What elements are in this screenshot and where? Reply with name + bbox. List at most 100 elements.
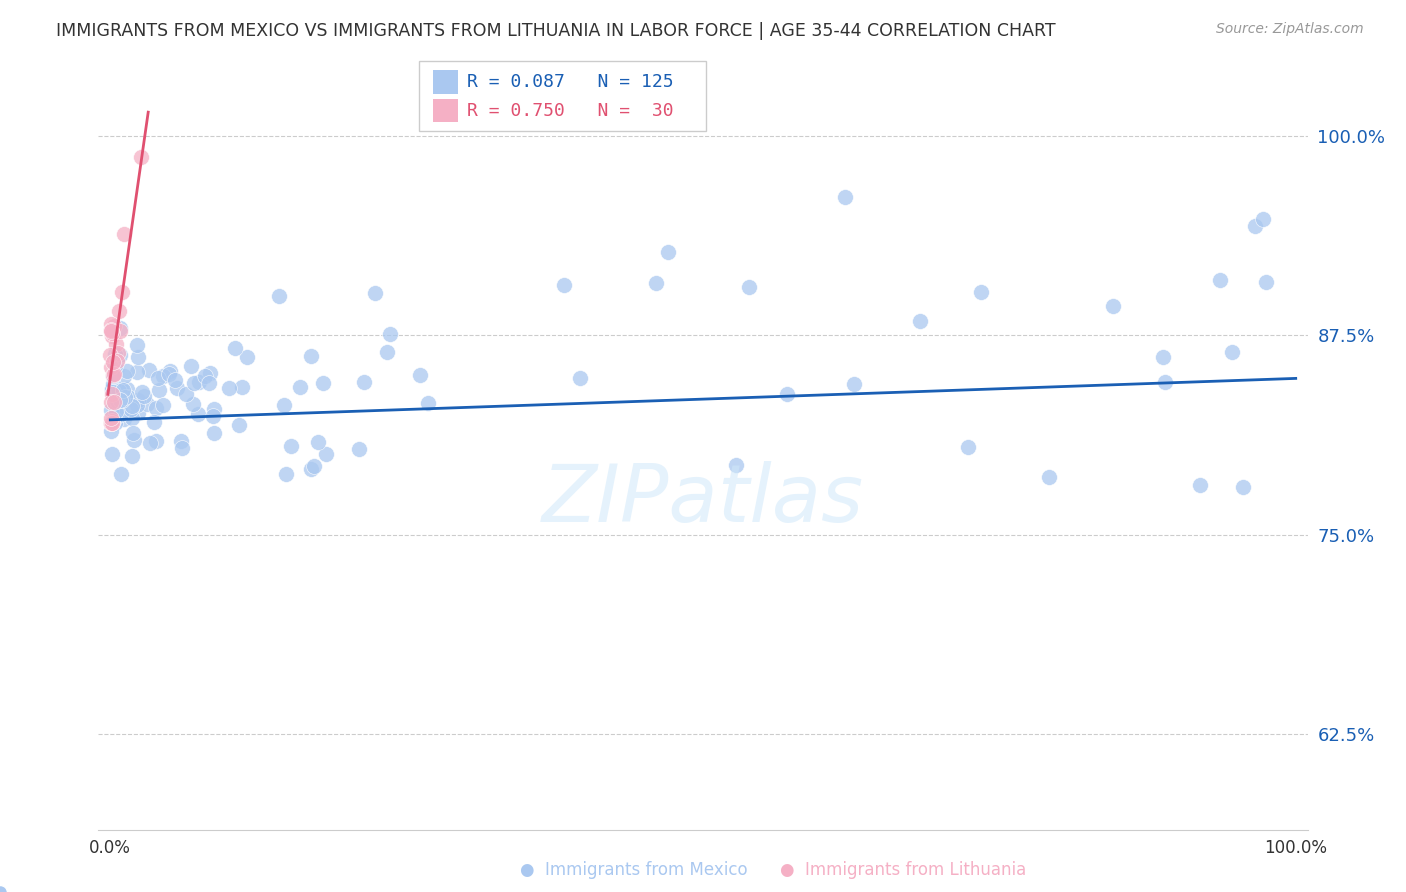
Point — [100, 382, 122, 396]
Point — [100, 416, 122, 430]
Point — [100, 416, 122, 430]
Point — [143, 415, 166, 429]
Point — [224, 341, 246, 355]
Point — [159, 364, 181, 378]
Point — [165, 373, 187, 387]
Point — [105, 394, 128, 409]
Point — [776, 386, 799, 401]
Point — [100, 424, 122, 438]
Point — [299, 462, 322, 476]
Point — [842, 376, 865, 391]
Point — [139, 436, 162, 450]
Point — [115, 382, 138, 396]
Point — [409, 368, 432, 382]
Point — [100, 323, 122, 337]
Point — [112, 384, 135, 398]
Point — [101, 329, 124, 343]
Point — [110, 348, 132, 362]
Point — [120, 401, 142, 416]
Point — [100, 416, 122, 430]
Point — [101, 414, 124, 428]
Point — [218, 380, 240, 394]
Point — [103, 394, 125, 409]
Point — [138, 362, 160, 376]
Point — [170, 442, 193, 456]
Point — [110, 382, 132, 396]
Point — [100, 411, 122, 425]
Point — [104, 407, 127, 421]
Point — [110, 407, 132, 421]
Point — [100, 387, 122, 401]
Point — [100, 403, 122, 417]
Point — [202, 409, 225, 423]
Point — [127, 365, 149, 379]
Point — [1152, 350, 1174, 364]
Point — [122, 425, 145, 440]
Point — [908, 314, 931, 328]
Point — [101, 369, 124, 384]
Text: ●  Immigrants from Mexico: ● Immigrants from Mexico — [520, 861, 748, 879]
Point — [299, 349, 322, 363]
Point — [117, 364, 139, 378]
Point — [187, 407, 209, 421]
Point — [1209, 273, 1232, 287]
Point — [311, 376, 333, 391]
Point — [183, 397, 205, 411]
Point — [111, 392, 134, 407]
Point — [108, 324, 131, 338]
Point — [108, 393, 131, 408]
Point — [157, 367, 180, 381]
Point — [101, 416, 124, 430]
Point — [103, 355, 125, 369]
Point — [121, 410, 143, 425]
Point — [105, 394, 128, 409]
Point — [101, 326, 124, 341]
Point — [170, 434, 193, 449]
Text: R = 0.750   N =  30: R = 0.750 N = 30 — [467, 102, 673, 120]
Point — [307, 434, 329, 449]
Point — [145, 401, 167, 415]
Point — [315, 447, 337, 461]
Text: IMMIGRANTS FROM MEXICO VS IMMIGRANTS FROM LITHUANIA IN LABOR FORCE | AGE 35-44 C: IMMIGRANTS FROM MEXICO VS IMMIGRANTS FRO… — [56, 22, 1056, 40]
Point — [1154, 375, 1177, 389]
Point — [100, 416, 122, 430]
Point — [129, 150, 152, 164]
Point — [302, 459, 325, 474]
Point — [100, 447, 122, 461]
Point — [166, 380, 188, 394]
Point — [108, 384, 131, 398]
Text: Source: ZipAtlas.com: Source: ZipAtlas.com — [1216, 22, 1364, 37]
Point — [645, 276, 668, 290]
Point — [235, 350, 257, 364]
Point — [105, 404, 128, 418]
Point — [104, 401, 127, 415]
Point — [288, 380, 311, 394]
Point — [353, 376, 375, 390]
Point — [101, 415, 124, 429]
Point — [1232, 480, 1254, 494]
Point — [1254, 275, 1277, 289]
Point — [834, 190, 856, 204]
Text: R = 0.087   N = 125: R = 0.087 N = 125 — [467, 73, 673, 91]
Point — [183, 376, 205, 390]
Point — [112, 368, 135, 383]
Point — [114, 391, 136, 405]
Point — [101, 384, 124, 399]
Point — [105, 363, 128, 377]
Point — [657, 244, 679, 259]
Point — [231, 380, 253, 394]
Point — [724, 458, 747, 473]
Point — [1038, 470, 1060, 484]
Point — [103, 319, 125, 334]
Point — [127, 393, 149, 408]
Point — [121, 399, 143, 413]
Point — [103, 368, 125, 382]
Point — [569, 370, 592, 384]
Point — [107, 346, 129, 360]
Point — [269, 289, 291, 303]
Point — [101, 383, 124, 397]
Text: ZIPatlas: ZIPatlas — [541, 461, 865, 539]
Point — [131, 384, 153, 399]
Point — [112, 227, 135, 242]
Point — [148, 370, 170, 384]
